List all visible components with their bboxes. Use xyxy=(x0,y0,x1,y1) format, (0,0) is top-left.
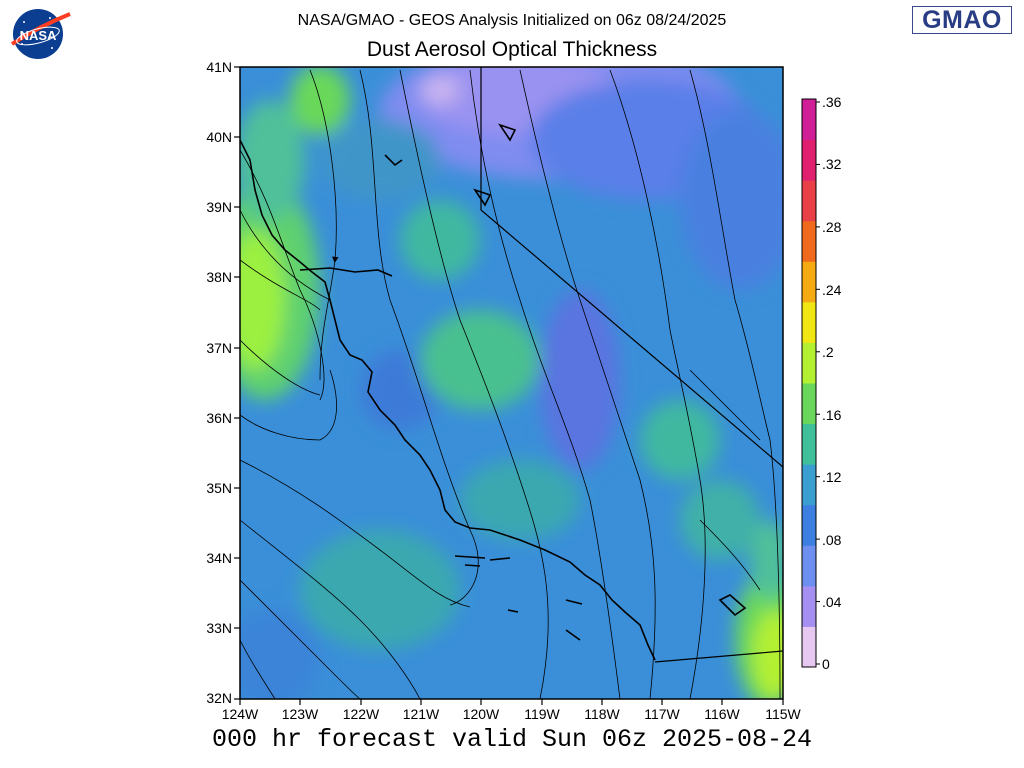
colorbar-segment xyxy=(802,545,816,587)
aot-shading xyxy=(240,67,783,699)
lon-label: 115W xyxy=(765,706,801,722)
lon-label: 122W xyxy=(342,706,380,722)
colorbar-segment xyxy=(802,504,816,546)
map-frame xyxy=(239,66,784,700)
coastline xyxy=(240,123,747,661)
colorbar-label: .28 xyxy=(822,219,842,235)
colorbar-segment xyxy=(802,383,816,425)
colorbar-label: .12 xyxy=(822,469,842,485)
colorbar-label: .36 xyxy=(822,94,842,110)
colorbar-segment xyxy=(802,220,816,262)
colorbar-segment xyxy=(802,99,816,141)
colorbar-label: .32 xyxy=(822,156,842,172)
lon-label: 116W xyxy=(704,706,740,722)
colorbar xyxy=(801,98,820,668)
lat-label: 38N xyxy=(206,269,232,285)
lon-label: 117W xyxy=(644,706,680,722)
lat-label: 33N xyxy=(206,620,232,636)
lat-label: 37N xyxy=(206,340,232,356)
lat-label: 34N xyxy=(206,550,232,566)
colorbar-segment xyxy=(802,423,816,465)
lat-label: 39N xyxy=(206,199,232,215)
lon-label: 121W xyxy=(402,706,440,722)
state-borders xyxy=(480,67,783,663)
colorbar-segment xyxy=(802,342,816,384)
axis-ticks xyxy=(234,66,784,705)
streamlines xyxy=(240,69,781,699)
header-init-line: NASA/GMAO - GEOS Analysis Initialized on… xyxy=(297,12,727,29)
nasa-logo: NASA xyxy=(10,8,72,60)
colorbar-label: .04 xyxy=(822,594,842,610)
colorbar-label: .08 xyxy=(822,532,842,548)
colorbar-segment xyxy=(802,626,816,668)
colorbar-label: .24 xyxy=(822,282,842,298)
lon-label: 124W xyxy=(221,706,259,722)
colorbar-segment xyxy=(802,464,816,506)
nasa-logo-text: NASA xyxy=(20,28,57,43)
page-title: Dust Aerosol Optical Thickness xyxy=(366,38,658,61)
colorbar-frame xyxy=(801,98,817,668)
lat-label: 32N xyxy=(206,690,232,706)
colorbar-label: .16 xyxy=(822,407,842,423)
colorbar-segment xyxy=(802,180,816,222)
colorbar-segment xyxy=(802,301,816,343)
forecast-valid-text: 000 hr forecast valid Sun 06z 2025-08-24 xyxy=(211,725,813,754)
lon-label: 118W xyxy=(584,706,620,722)
colorbar-segment xyxy=(802,139,816,181)
lat-label: 36N xyxy=(206,410,232,426)
colorbar-label: .2 xyxy=(822,344,834,360)
lon-label: 120W xyxy=(462,706,500,722)
colorbar-segment xyxy=(802,261,816,303)
lon-label: 119W xyxy=(524,706,560,722)
lat-label: 40N xyxy=(206,129,232,145)
lat-label: 41N xyxy=(206,59,232,75)
gmao-logo: GMAO xyxy=(912,6,1012,34)
colorbar-label: 0 xyxy=(822,656,830,672)
lat-label: 35N xyxy=(206,480,232,496)
colorbar-segment xyxy=(802,585,816,627)
lon-label: 123W xyxy=(281,706,319,722)
